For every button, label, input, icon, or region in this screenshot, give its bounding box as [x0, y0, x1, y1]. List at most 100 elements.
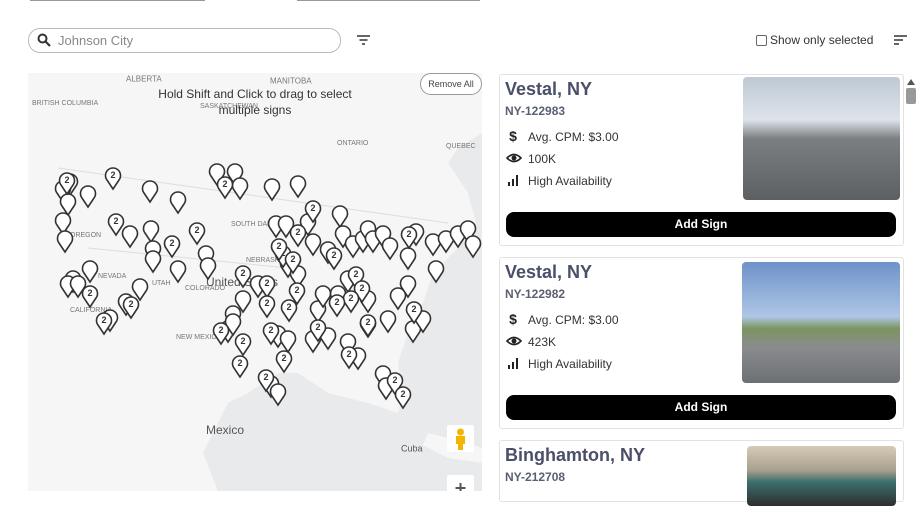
cluster-pin — [122, 296, 140, 320]
listing-card[interactable]: Binghamton, NY NY-212708 — [499, 440, 904, 506]
cluster-count: 2 — [331, 250, 336, 260]
cluster-pin — [81, 285, 99, 309]
cluster-pin — [188, 222, 206, 246]
listing-title: Binghamton, NY — [505, 445, 645, 465]
listing-id: NY-212708 — [505, 470, 566, 484]
map-pin — [141, 180, 159, 204]
map-pin — [427, 260, 445, 284]
cluster-count: 2 — [334, 297, 339, 307]
listing-card[interactable]: Vestal, NY NY-122982 $ Avg. CPM: $3.00 423K H… — [499, 257, 904, 429]
svg-text:$: $ — [509, 312, 517, 327]
cluster-pin — [328, 294, 346, 318]
map-pin — [121, 225, 139, 249]
zoom-in[interactable] — [447, 475, 474, 491]
cluster-count: 2 — [218, 325, 223, 335]
add-sign-button[interactable]: Add Sign — [506, 212, 896, 237]
cluster-pin — [288, 282, 306, 306]
map-pin — [289, 175, 307, 199]
map-pin — [339, 333, 357, 357]
icon — [505, 334, 523, 349]
listing-id: NY-122982 — [505, 287, 566, 301]
tab-edge — [297, 0, 480, 1]
map-pin — [197, 245, 215, 269]
cluster-count: 2 — [392, 375, 397, 385]
map-label: OREGON — [70, 232, 101, 239]
map-pin — [199, 257, 217, 281]
cluster-count: 2 — [310, 203, 315, 213]
cluster-pin — [386, 372, 404, 396]
cluster-count: 2 — [264, 298, 269, 308]
map-pin — [279, 330, 297, 354]
cluster-count: 2 — [276, 241, 281, 251]
page: {"search": {"query": "Johnson City"}, "f… — [28, 0, 918, 506]
map-label: Mexico — [206, 423, 244, 437]
cluster-pin — [231, 355, 249, 379]
cluster-count: 2 — [281, 353, 286, 363]
icon: $ — [506, 128, 522, 144]
cluster-pin — [258, 295, 276, 319]
map-pin — [231, 177, 249, 201]
cluster-count: 2 — [110, 170, 115, 180]
cluster-count: 2 — [169, 238, 174, 248]
listing-title: Vestal, NY — [505, 262, 593, 282]
sort-icon[interactable] — [893, 34, 908, 46]
cluster-pin — [353, 280, 371, 304]
map-pin — [169, 191, 187, 215]
search-box[interactable]: Johnson City — [28, 28, 341, 53]
cluster-pin — [309, 319, 327, 343]
cluster-count: 2 — [263, 372, 268, 382]
map-label: Cuba — [401, 443, 423, 453]
listing-photo — [742, 262, 900, 383]
pegman[interactable] — [447, 425, 474, 452]
listing-id: NY-122983 — [505, 104, 566, 118]
map-pin — [277, 215, 295, 239]
listing-cpm: Avg. CPM: $3.00 — [528, 313, 619, 327]
cluster-pin — [347, 266, 365, 290]
map-pin — [304, 233, 322, 257]
listing-cpm: Avg. CPM: $3.00 — [528, 130, 619, 144]
map-pin — [399, 247, 417, 271]
listing-card[interactable]: Vestal, NY NY-122983 $ Avg. CPM: $3.00 100K H… — [499, 74, 904, 246]
listing-photo — [747, 446, 896, 506]
cluster-pin — [107, 213, 125, 237]
map-pin — [144, 250, 162, 274]
remove-all-button[interactable]: Remove All — [420, 73, 482, 95]
checkbox[interactable] — [756, 35, 767, 46]
cluster-pin — [104, 167, 122, 191]
map-instruction: Hold Shift and Click to drag to select m… — [158, 87, 352, 117]
map-pin — [464, 235, 482, 259]
map-pin — [374, 225, 392, 249]
icon-glyph: $ — [509, 311, 517, 327]
tab-edge — [30, 0, 205, 1]
map-pin — [399, 275, 417, 299]
cluster-count: 2 — [315, 322, 320, 332]
scrollbar[interactable] — [904, 74, 918, 491]
checkbox-label[interactable]: Show only selected — [770, 33, 874, 47]
cluster-pin — [234, 265, 252, 289]
map-pin — [224, 313, 242, 337]
cluster-pin — [270, 238, 288, 262]
listing-impressions: 100K — [528, 152, 557, 166]
cluster-count: 2 — [101, 315, 106, 325]
map-pin — [56, 230, 74, 254]
icon — [506, 356, 522, 371]
add-sign-button[interactable]: Add Sign — [506, 395, 896, 420]
cluster-count: 2 — [240, 336, 245, 346]
cluster-count: 2 — [365, 317, 370, 327]
listing-availability: High Availability — [528, 357, 612, 371]
map-pin — [81, 260, 99, 284]
listing-title: Vestal, NY — [505, 79, 593, 99]
cluster-count: 2 — [128, 299, 133, 309]
filter-icon[interactable] — [356, 34, 371, 46]
map-pin — [131, 278, 149, 302]
cluster-count: 2 — [406, 229, 411, 239]
svg-text:$: $ — [509, 129, 517, 144]
map-label: NEVADA — [98, 273, 127, 280]
map-pin — [69, 275, 87, 299]
icon: $ — [506, 311, 522, 327]
listing-availability: High Availability — [528, 174, 612, 188]
map-label: CALIFORNIA — [70, 307, 112, 314]
icon-glyph — [508, 175, 518, 186]
map-pin — [389, 287, 407, 311]
map[interactable]: ALBERTA MANITOBA BRITISH COLUMBIA SASKATCHE… — [28, 73, 482, 491]
